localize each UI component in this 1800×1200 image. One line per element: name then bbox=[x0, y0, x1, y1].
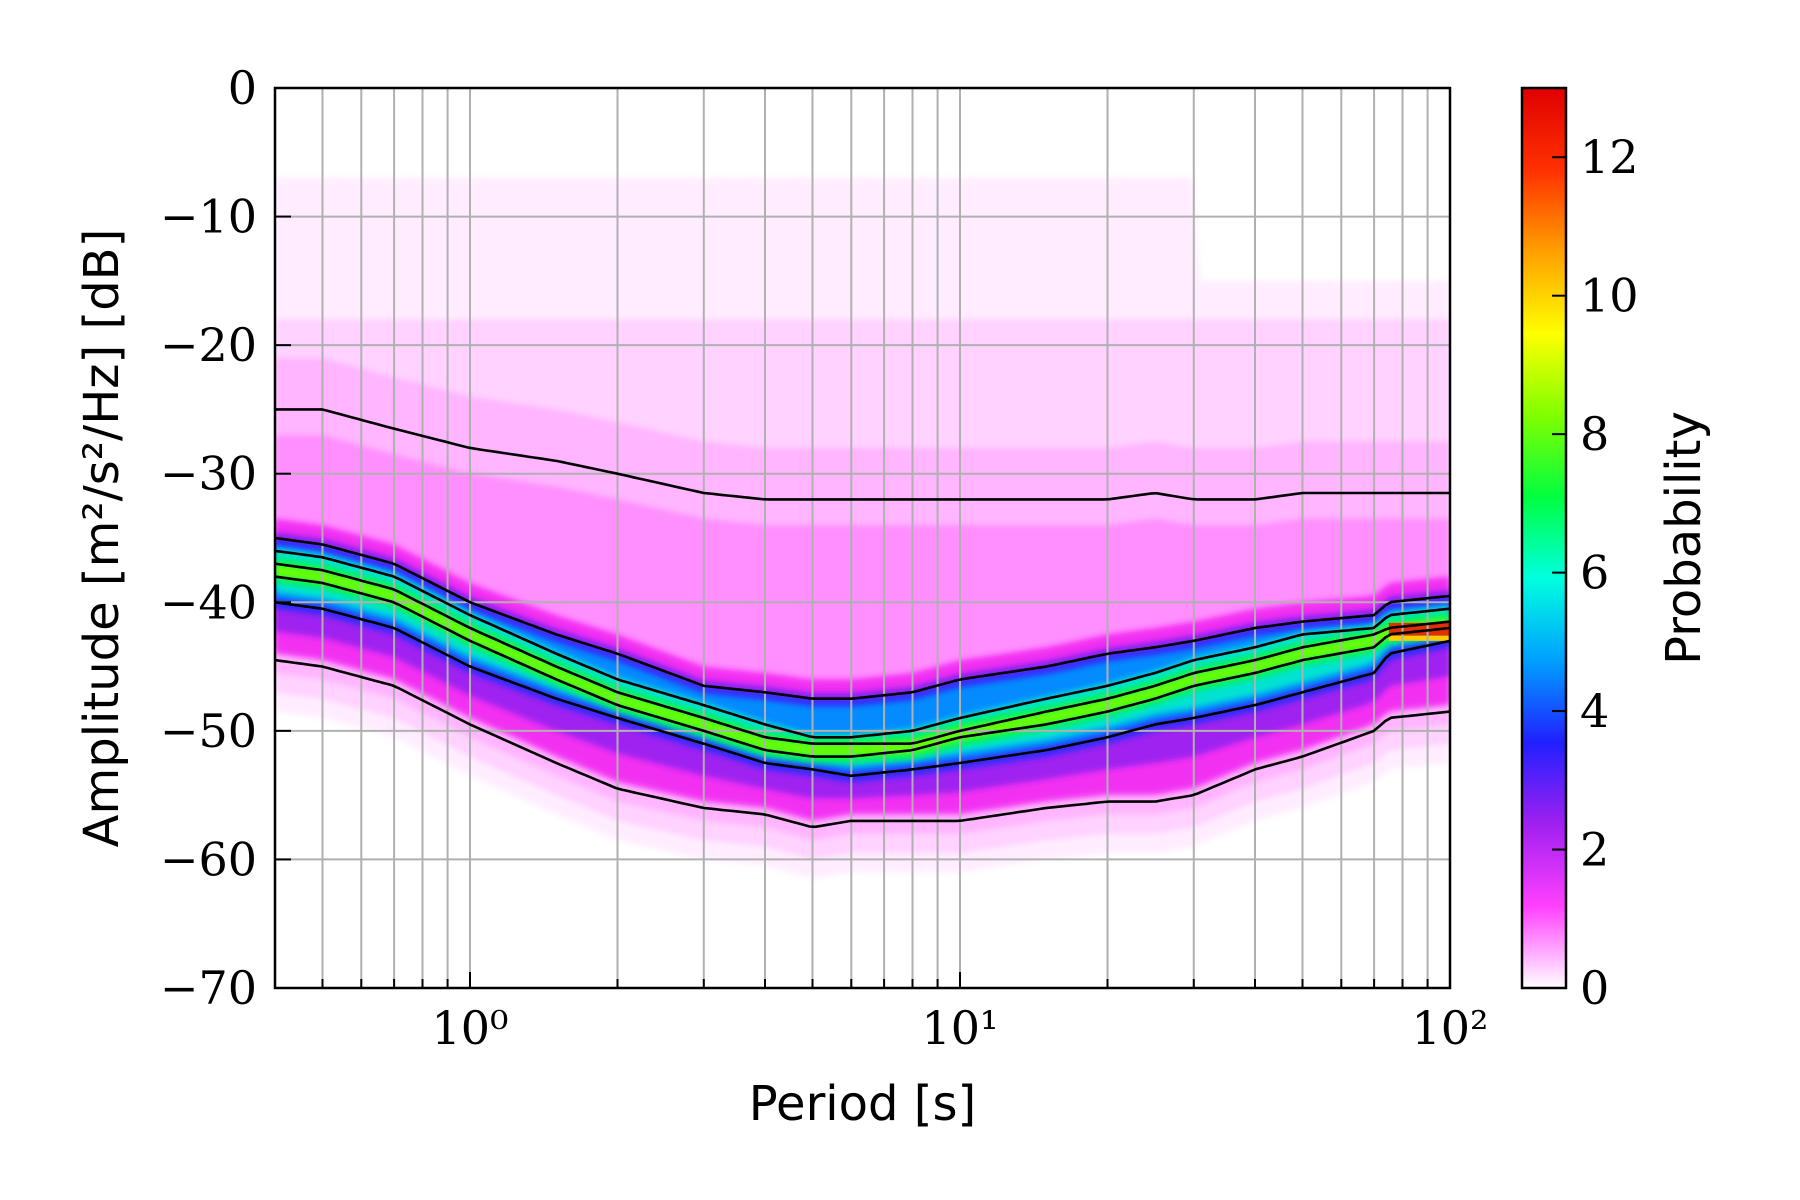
y-axis-label: Amplitude [m²/s²/Hz] [dB] bbox=[74, 229, 130, 848]
percentile-curve bbox=[275, 658, 1450, 829]
colorbar-tick-label: 0 bbox=[1580, 961, 1609, 1015]
percentile-curve bbox=[275, 575, 1450, 758]
percentile-curve bbox=[275, 536, 1450, 700]
colorbar-label: Probability bbox=[1656, 411, 1712, 665]
y-tick-label: −30 bbox=[160, 447, 257, 501]
y-tick-label: −60 bbox=[160, 832, 257, 886]
percentile-curve bbox=[275, 408, 1450, 501]
colorbar-tick-label: 8 bbox=[1580, 407, 1609, 461]
plot-frame bbox=[273, 86, 1452, 990]
density-band bbox=[275, 545, 1450, 772]
x-tick-label: 10⁰ bbox=[431, 1001, 508, 1055]
density-band bbox=[275, 548, 1450, 766]
density-band bbox=[275, 557, 1450, 763]
x-tick-labels: 10⁰ 10¹ 10² bbox=[431, 1001, 1488, 1055]
density-band bbox=[275, 538, 1450, 782]
y-tick-label: 0 bbox=[228, 61, 257, 115]
percentile-curve bbox=[275, 562, 1450, 745]
y-tick-label: −20 bbox=[160, 318, 257, 372]
y-tick-label: −50 bbox=[160, 704, 257, 758]
colorbar-gradient bbox=[1520, 86, 1568, 990]
colorbar-tick-label: 6 bbox=[1580, 546, 1609, 600]
y-tick-label: −40 bbox=[160, 575, 257, 629]
colorbar-tick-label: 12 bbox=[1580, 130, 1639, 184]
grid-lines bbox=[275, 88, 1450, 988]
colorbar-ticks: 0 2 4 6 8 10 12 bbox=[1552, 130, 1639, 1015]
percentile-curves bbox=[275, 408, 1450, 829]
density-peak-edge bbox=[1388, 635, 1450, 641]
x-axis-label: Period [s] bbox=[749, 1076, 976, 1132]
percentile-curve bbox=[275, 549, 1450, 739]
colorbar-tick-label: 2 bbox=[1580, 823, 1609, 877]
probability-density-heatmap bbox=[275, 178, 1450, 879]
colorbar-tick-label: 10 bbox=[1580, 269, 1639, 323]
x-tick-label: 10² bbox=[1412, 1001, 1489, 1055]
y-tick-labels: 0 −10 −20 −30 −40 −50 −60 −70 bbox=[160, 61, 257, 1015]
colorbar: 0 2 4 6 8 10 12 Probability bbox=[1520, 86, 1712, 1015]
x-tick-label: 10¹ bbox=[922, 1001, 999, 1055]
colorbar-tick-label: 4 bbox=[1580, 684, 1609, 738]
y-tick-label: −10 bbox=[160, 190, 257, 244]
percentile-curve bbox=[275, 601, 1450, 778]
y-tick-label: −70 bbox=[160, 961, 257, 1015]
